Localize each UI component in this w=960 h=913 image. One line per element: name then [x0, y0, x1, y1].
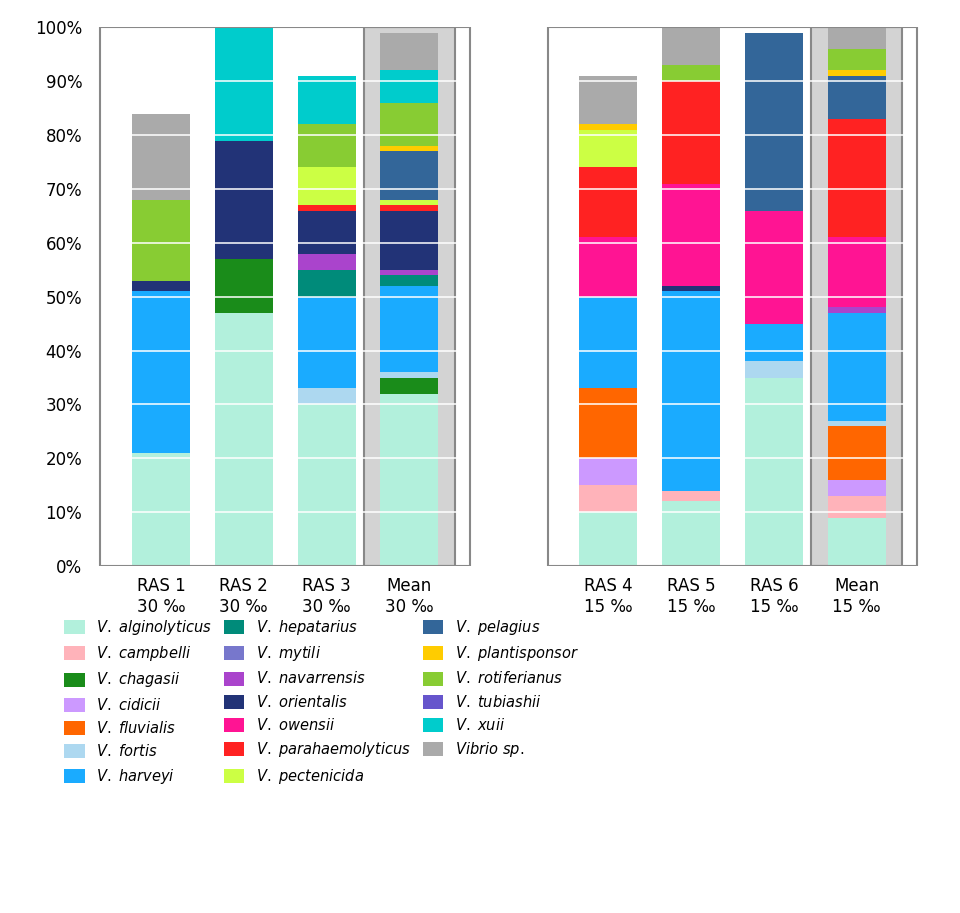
- Bar: [579, 458, 637, 486]
- Bar: [579, 297, 637, 388]
- Bar: [579, 512, 637, 566]
- Bar: [298, 167, 355, 205]
- Bar: [828, 480, 886, 496]
- Bar: [215, 27, 273, 141]
- Bar: [380, 275, 439, 286]
- Bar: [298, 270, 355, 297]
- Bar: [828, 22, 886, 49]
- Bar: [828, 518, 886, 566]
- Bar: [745, 362, 803, 378]
- Bar: [380, 152, 439, 200]
- Bar: [662, 501, 720, 566]
- Bar: [380, 378, 439, 394]
- Bar: [828, 426, 886, 480]
- Bar: [579, 388, 637, 458]
- Bar: [380, 286, 439, 373]
- Bar: [380, 394, 439, 566]
- Bar: [811, 27, 902, 566]
- Bar: [215, 259, 273, 313]
- Bar: [811, 27, 902, 566]
- Bar: [380, 33, 439, 70]
- Bar: [298, 205, 355, 211]
- Bar: [828, 421, 886, 426]
- Bar: [828, 308, 886, 313]
- Bar: [132, 113, 190, 200]
- Bar: [298, 297, 355, 388]
- Bar: [380, 103, 439, 146]
- Bar: [579, 237, 637, 297]
- Bar: [380, 373, 439, 378]
- Bar: [662, 184, 720, 286]
- Bar: [364, 27, 455, 566]
- Bar: [132, 280, 190, 291]
- Bar: [828, 496, 886, 518]
- Bar: [579, 486, 637, 512]
- Bar: [380, 146, 439, 152]
- Bar: [579, 167, 637, 237]
- Bar: [298, 404, 355, 566]
- Bar: [662, 490, 720, 501]
- Bar: [579, 130, 637, 167]
- Bar: [298, 254, 355, 270]
- Bar: [298, 211, 355, 254]
- Legend: $\it{V.\ alginolyticus}$, $\it{V.\ campbelli}$, $\it{V.\ chagasii}$, $\it{V.\ ci: $\it{V.\ alginolyticus}$, $\it{V.\ campb…: [64, 618, 579, 786]
- Bar: [828, 119, 886, 237]
- Bar: [662, 65, 720, 81]
- Bar: [298, 76, 355, 124]
- Bar: [298, 388, 355, 404]
- Bar: [215, 141, 273, 259]
- Bar: [828, 237, 886, 308]
- Bar: [132, 200, 190, 280]
- Bar: [662, 22, 720, 65]
- Bar: [380, 70, 439, 103]
- Bar: [380, 270, 439, 275]
- Bar: [298, 124, 355, 167]
- Bar: [745, 378, 803, 566]
- Bar: [132, 453, 190, 566]
- Bar: [828, 313, 886, 421]
- Bar: [662, 286, 720, 291]
- Bar: [548, 27, 917, 566]
- Bar: [364, 27, 455, 566]
- Bar: [380, 211, 439, 270]
- Bar: [828, 49, 886, 70]
- Bar: [745, 211, 803, 324]
- Bar: [662, 291, 720, 490]
- Bar: [132, 291, 190, 453]
- Bar: [215, 313, 273, 566]
- Bar: [101, 27, 469, 566]
- Bar: [745, 33, 803, 211]
- Bar: [579, 124, 637, 130]
- Bar: [380, 205, 439, 211]
- Bar: [380, 200, 439, 205]
- Bar: [745, 324, 803, 362]
- Bar: [828, 76, 886, 119]
- Bar: [828, 70, 886, 76]
- Bar: [579, 76, 637, 124]
- Bar: [662, 81, 720, 184]
